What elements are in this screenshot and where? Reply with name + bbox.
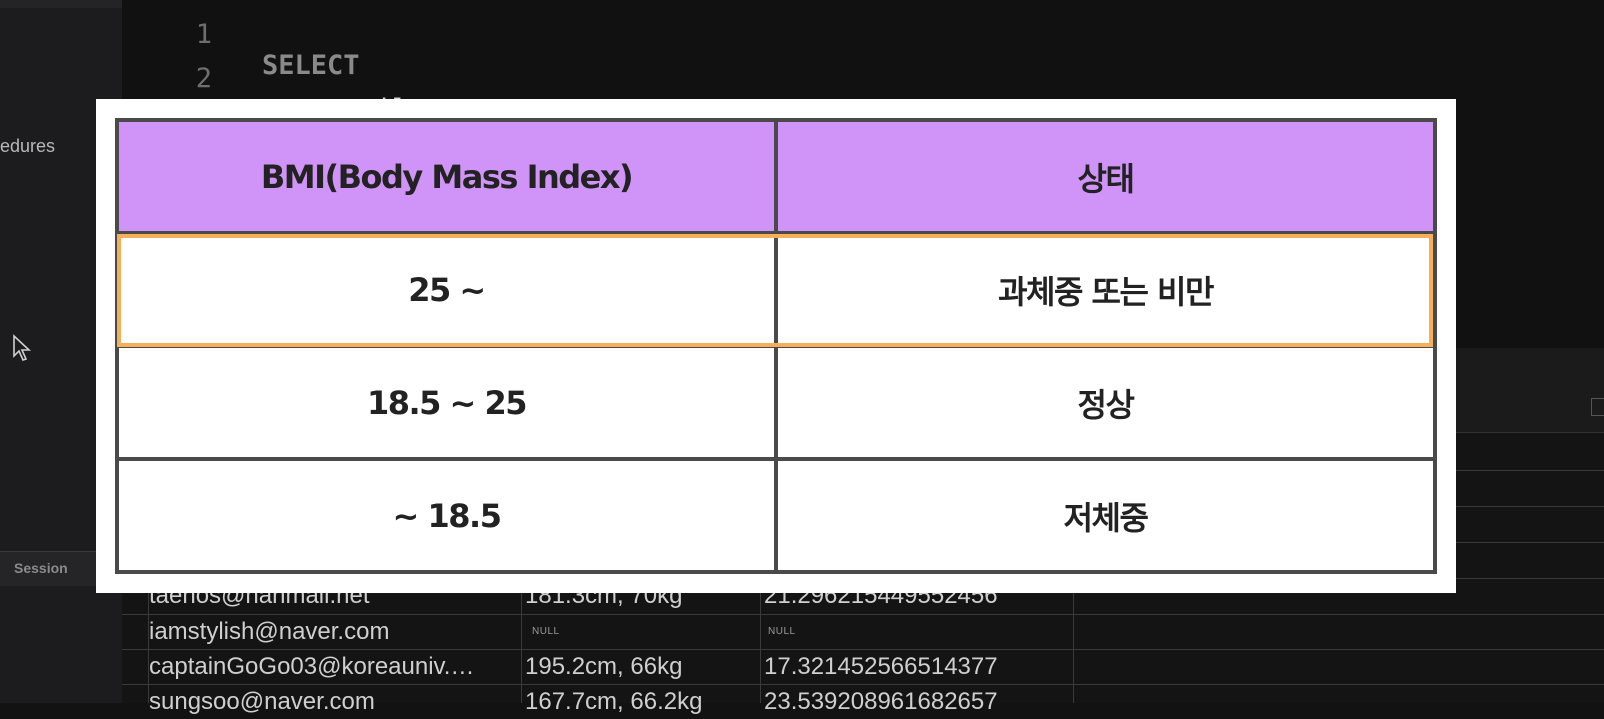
bmi-range-cell: 18.5 ~ 25 [115,344,778,461]
cell-body[interactable]: 167.7cm, 66.2kg [525,688,703,715]
bmi-range-cell: ~ 18.5 [115,457,778,574]
code-text: SELECT [262,50,360,81]
sidebar-item-procedures[interactable]: edures [0,136,56,156]
code-line: 2 email, [122,32,425,125]
cell-email[interactable]: sungsoo@naver.com [149,688,375,715]
bmi-range-cell: 25 ~ [115,231,778,348]
bmi-status-cell: 저체중 [774,457,1437,574]
bmi-table-row: ~ 18.5 저체중 [115,457,1437,574]
bmi-table-row: 25 ~ 과체중 또는 비만 [115,231,1437,348]
cell-email[interactable]: iamstylish@naver.com [149,618,390,645]
cell-body[interactable]: 195.2cm, 66kg [525,653,683,680]
bmi-status-cell: 과체중 또는 비만 [774,231,1437,348]
line-number: 1 [195,19,212,50]
cell-bmi-null[interactable]: NULL [768,626,796,637]
table-row[interactable]: iamstylish@naver.com NULL NULL [122,614,1604,649]
mouse-cursor-icon [13,334,32,361]
sidebar-top-strip [0,0,122,8]
bmi-table: BMI(Body Mass Index) 상태 25 ~ 과체중 또는 비만 1… [115,118,1437,574]
line-number: 2 [195,63,212,94]
bmi-table-row: 18.5 ~ 25 정상 [115,344,1437,461]
bmi-reference-card: BMI(Body Mass Index) 상태 25 ~ 과체중 또는 비만 1… [96,99,1456,593]
grid-row-line [122,649,1604,650]
table-row[interactable]: captainGoGo03@koreauniv.… 195.2cm, 66kg … [122,649,1604,684]
cell-bmi[interactable]: 23.539208961682657 [764,688,998,715]
table-row[interactable]: sungsoo@naver.com 167.7cm, 66.2kg 23.539… [122,684,1604,719]
status-header-cell: 상태 [774,118,1437,235]
session-tab-label: Session [14,560,68,576]
grid-row-line [122,684,1604,685]
cell-email[interactable]: captainGoGo03@koreauniv.… [149,653,475,680]
code-line: 1 SELECT [122,0,360,81]
grid-corner-checkbox[interactable] [1591,398,1604,416]
bmi-header-cell: BMI(Body Mass Index) [115,118,778,235]
grid-row-line [122,614,1604,615]
cell-body-null[interactable]: NULL [532,626,560,637]
bmi-status-cell: 정상 [774,344,1437,461]
cell-bmi[interactable]: 17.321452566514377 [764,653,998,680]
bmi-table-header-row: BMI(Body Mass Index) 상태 [115,118,1437,235]
